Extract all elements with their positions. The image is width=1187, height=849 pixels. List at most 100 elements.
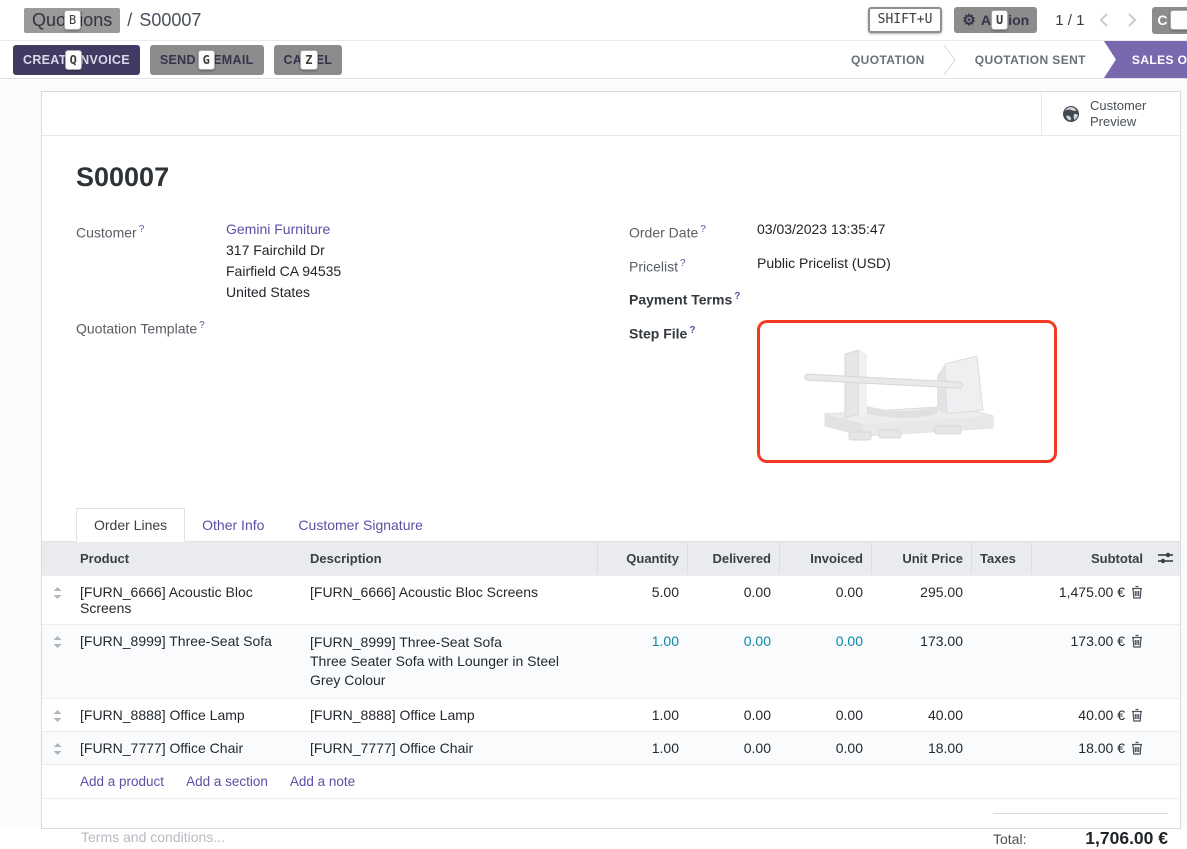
- customer-preview-button[interactable]: Customer Preview: [1041, 92, 1180, 135]
- breadcrumb-separator: /: [127, 10, 132, 31]
- tab-order-lines[interactable]: Order Lines: [76, 508, 185, 542]
- hint-badge-clipped: [1170, 10, 1187, 30]
- status-step-quotation[interactable]: QUOTATION: [833, 41, 943, 78]
- column-header-quantity[interactable]: Quantity: [597, 542, 687, 575]
- step-file-image[interactable]: [757, 320, 1057, 463]
- table-row[interactable]: [FURN_8999] Three-Seat Sofa [FURN_8999] …: [42, 624, 1180, 698]
- column-header-invoiced[interactable]: Invoiced: [779, 542, 871, 575]
- status-step-quotation-sent[interactable]: QUOTATION SENT: [957, 41, 1104, 78]
- cell-taxes[interactable]: [971, 699, 1031, 731]
- cell-unit-price[interactable]: 173.00: [871, 625, 971, 698]
- status-bar: QUOTATION QUOTATION SENT SALES ORDER: [833, 41, 1187, 78]
- terms-placeholder-input[interactable]: Terms and conditions...: [81, 813, 225, 849]
- cell-description[interactable]: [FURN_7777] Office Chair: [302, 732, 597, 764]
- payment-terms-label: Payment Terms?: [629, 286, 757, 311]
- corner-clipped-button[interactable]: C: [1152, 7, 1187, 34]
- order-date-value: 03/03/2023 13:35:47: [757, 219, 885, 244]
- drag-handle-icon[interactable]: [42, 576, 72, 624]
- cell-description[interactable]: [FURN_6666] Acoustic Bloc Screens: [302, 576, 597, 624]
- cell-delivered[interactable]: 0.00: [687, 576, 779, 624]
- cell-description[interactable]: [FURN_8888] Office Lamp: [302, 699, 597, 731]
- cell-unit-price[interactable]: 40.00: [871, 699, 971, 731]
- field-pricelist: Pricelist? Public Pricelist (USD): [629, 253, 1146, 278]
- cell-quantity[interactable]: 5.00: [597, 576, 687, 624]
- cell-subtotal: 173.00 €: [1031, 625, 1151, 698]
- table-row[interactable]: [FURN_8888] Office Lamp [FURN_8888] Offi…: [42, 698, 1180, 731]
- column-header-taxes[interactable]: Taxes: [971, 542, 1031, 575]
- delete-row-icon[interactable]: [1131, 708, 1143, 722]
- table-header-row: Product Description Quantity Delivered I…: [42, 542, 1180, 575]
- cell-invoiced[interactable]: 0.00: [779, 732, 871, 764]
- pager-next-button[interactable]: [1124, 10, 1140, 30]
- cell-product[interactable]: [FURN_8999] Three-Seat Sofa: [72, 625, 302, 698]
- cell-taxes[interactable]: [971, 625, 1031, 698]
- add-note-link[interactable]: Add a note: [290, 774, 355, 789]
- action-label-pre: A: [981, 12, 991, 28]
- gear-icon: ⚙: [962, 11, 975, 29]
- status-step-sales-order[interactable]: SALES ORDER: [1104, 41, 1187, 78]
- add-section-link[interactable]: Add a section: [186, 774, 268, 789]
- help-icon: ?: [139, 224, 145, 235]
- tab-other-info[interactable]: Other Info: [185, 509, 281, 541]
- column-header-delivered[interactable]: Delivered: [687, 542, 779, 575]
- drag-handle-icon[interactable]: [42, 732, 72, 764]
- cell-product[interactable]: [FURN_8888] Office Lamp: [72, 699, 302, 731]
- cell-quantity[interactable]: 1.00: [597, 732, 687, 764]
- column-header-unit-price[interactable]: Unit Price: [871, 542, 971, 575]
- cell-taxes[interactable]: [971, 732, 1031, 764]
- add-product-link[interactable]: Add a product: [80, 774, 164, 789]
- cell-quantity[interactable]: 1.00: [597, 625, 687, 698]
- hint-badge-b: B: [64, 10, 81, 30]
- column-header-description[interactable]: Description: [302, 542, 597, 575]
- optional-columns-icon[interactable]: [1151, 542, 1179, 575]
- cell-delivered[interactable]: 0.00: [687, 625, 779, 698]
- cell-delivered[interactable]: 0.00: [687, 699, 779, 731]
- pager-previous-button[interactable]: [1096, 10, 1112, 30]
- chevron-left-icon: [1098, 12, 1110, 28]
- drag-handle-icon[interactable]: [42, 625, 72, 698]
- pricelist-value: Public Pricelist (USD): [757, 253, 891, 278]
- cell-product[interactable]: [FURN_7777] Office Chair: [72, 732, 302, 764]
- field-quotation-template[interactable]: Quotation Template?: [76, 315, 611, 340]
- sheet-button-box: Customer Preview: [42, 92, 1180, 136]
- create-invoice-label-post: NVOICE: [80, 53, 130, 67]
- delete-row-icon[interactable]: [1131, 585, 1143, 599]
- help-icon: ?: [680, 258, 686, 269]
- customer-preview-label: Customer Preview: [1090, 98, 1160, 130]
- cell-invoiced[interactable]: 0.00: [779, 576, 871, 624]
- order-date-label: Order Date?: [629, 219, 757, 244]
- table-row[interactable]: [FURN_7777] Office Chair [FURN_7777] Off…: [42, 731, 1180, 764]
- cell-delivered[interactable]: 0.00: [687, 732, 779, 764]
- table-body: [FURN_6666] Acoustic Bloc Screens [FURN_…: [42, 575, 1180, 764]
- drag-handle-icon[interactable]: [42, 699, 72, 731]
- address-line: Fairfield CA 94535: [226, 261, 341, 282]
- delete-row-icon[interactable]: [1131, 741, 1143, 755]
- cell-invoiced[interactable]: 0.00: [779, 699, 871, 731]
- hint-badge-shift-u: SHIFT+U: [868, 7, 943, 33]
- cell-quantity[interactable]: 1.00: [597, 699, 687, 731]
- delete-row-icon[interactable]: [1131, 634, 1143, 648]
- customer-link[interactable]: Gemini Furniture: [226, 221, 330, 237]
- address-line: 317 Fairchild Dr: [226, 240, 341, 261]
- cell-product[interactable]: [FURN_6666] Acoustic Bloc Screens: [72, 576, 302, 624]
- cell-unit-price[interactable]: 18.00: [871, 732, 971, 764]
- field-payment-terms[interactable]: Payment Terms?: [629, 286, 1146, 311]
- table-row[interactable]: [FURN_6666] Acoustic Bloc Screens [FURN_…: [42, 575, 1180, 624]
- quotation-template-label: Quotation Template?: [76, 315, 226, 340]
- cell-unit-price[interactable]: 295.00: [871, 576, 971, 624]
- total-value: 1,706.00 €: [1085, 828, 1168, 849]
- cell-invoiced[interactable]: 0.00: [779, 625, 871, 698]
- hint-badge-z: Z: [300, 50, 318, 70]
- tab-customer-signature[interactable]: Customer Signature: [281, 509, 440, 541]
- column-header-product[interactable]: Product: [72, 542, 302, 575]
- chevron-right-icon: [1126, 12, 1138, 28]
- column-header-subtotal[interactable]: Subtotal: [1031, 542, 1151, 575]
- cell-taxes[interactable]: [971, 576, 1031, 624]
